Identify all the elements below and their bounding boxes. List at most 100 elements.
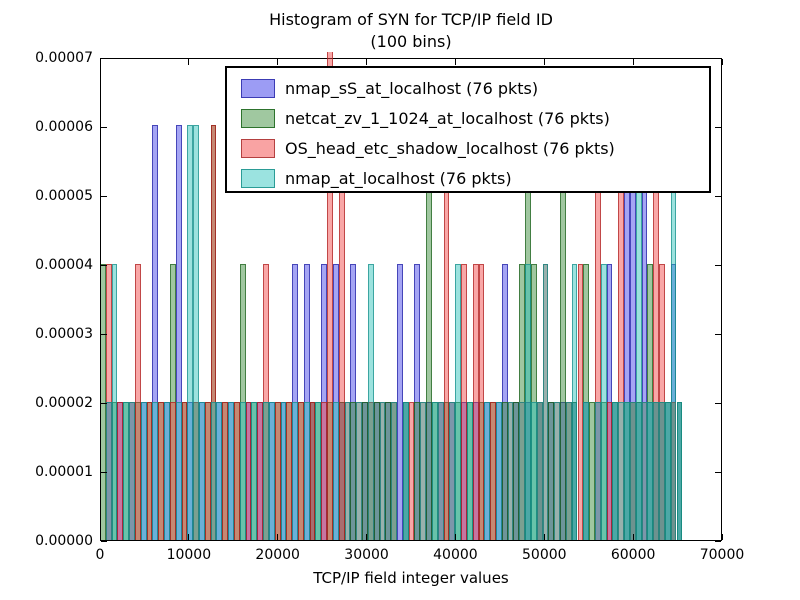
axis-tick (543, 59, 545, 65)
histogram-bar (466, 402, 473, 541)
histogram-bar (292, 402, 298, 541)
x-tick-label: 50000 (522, 547, 567, 563)
y-tick-label: 0.00002 (35, 395, 93, 411)
legend-label: nmap_at_localhost (76 pkts) (285, 168, 512, 188)
axis-tick (721, 59, 723, 65)
histogram-bar (251, 402, 258, 541)
axis-tick (715, 471, 721, 473)
histogram-bar (391, 402, 397, 541)
x-axis-spine (100, 540, 722, 541)
axis-tick (715, 57, 721, 59)
histogram-bar (332, 402, 339, 541)
histogram-bars-layer (100, 52, 722, 541)
histogram-bar (367, 263, 374, 541)
legend: nmap_sS_at_localhost (76 pkts) netcat_zv… (225, 66, 711, 193)
x-tick-label: 0 (95, 547, 105, 563)
y-tick-label: 0.00003 (35, 326, 93, 342)
histogram-bar (402, 402, 409, 541)
axis-tick (366, 534, 368, 540)
axis-tick (188, 59, 190, 65)
histogram-bar (571, 263, 578, 541)
histogram-bar (228, 402, 234, 541)
chart-title-line2: (100 bins) (370, 32, 452, 51)
right-spine (721, 58, 722, 541)
axis-tick (277, 534, 279, 540)
histogram-bar (164, 402, 170, 541)
y-tick-label: 0.00006 (35, 119, 93, 135)
histogram-bar (408, 402, 415, 541)
chart-title-line1: Histogram of SYN for TCP/IP field ID (269, 10, 553, 29)
histogram-bar (600, 263, 607, 541)
x-tick-label: 30000 (344, 547, 389, 563)
axis-tick (454, 534, 456, 540)
histogram-bar (583, 402, 590, 541)
y-axis-spine (100, 58, 101, 541)
histogram-bar (268, 402, 275, 541)
legend-row: nmap_at_localhost (76 pkts) (241, 163, 709, 193)
y-tick-label: 0.00000 (35, 533, 93, 549)
histogram-bar (420, 402, 427, 541)
x-tick-label: 20000 (255, 547, 300, 563)
axis-tick (101, 126, 107, 128)
histogram-bar (676, 402, 683, 541)
axis-tick (101, 402, 107, 404)
axis-tick (101, 57, 107, 59)
y-tick-label: 0.00004 (35, 257, 93, 273)
axis-tick (715, 195, 721, 197)
axis-tick (721, 534, 723, 540)
axis-tick (188, 534, 190, 540)
histogram-bar (175, 402, 182, 541)
legend-label: nmap_sS_at_localhost (76 pkts) (285, 78, 539, 98)
histogram-bar (152, 402, 159, 541)
axis-tick (101, 195, 107, 197)
histogram-bar (129, 402, 135, 541)
axis-tick (101, 333, 107, 335)
y-tick-label: 0.00007 (35, 50, 93, 66)
legend-swatch-red (241, 138, 275, 158)
axis-tick (715, 402, 721, 404)
histogram-bar (379, 402, 386, 541)
histogram-bar (239, 402, 246, 541)
histogram-bar (356, 402, 363, 541)
axis-tick (543, 534, 545, 540)
legend-label: OS_head_etc_shadow_localhost (76 pkts) (285, 138, 615, 158)
axis-tick (101, 264, 107, 266)
legend-swatch-green (241, 108, 275, 128)
histogram-bar (140, 402, 147, 541)
y-tick-label: 0.00005 (35, 188, 93, 204)
histogram-bar (554, 402, 561, 541)
axis-tick (277, 59, 279, 65)
legend-swatch-cyan (241, 168, 275, 188)
histogram-bar (303, 402, 310, 541)
x-tick-label: 10000 (166, 547, 212, 563)
axis-tick (454, 59, 456, 65)
axis-tick (632, 534, 634, 540)
axis-tick (715, 540, 721, 542)
axis-tick (366, 59, 368, 65)
legend-row: netcat_zv_1_1024_at_localhost (76 pkts) (241, 103, 709, 133)
x-tick-label: 40000 (433, 547, 478, 563)
legend-row: OS_head_etc_shadow_localhost (76 pkts) (241, 133, 709, 163)
histogram-bar (455, 263, 462, 541)
histogram-bar (216, 402, 223, 541)
x-axis-label: TCP/IP field integer values (313, 569, 509, 587)
axis-tick (99, 59, 101, 65)
axis-tick (715, 264, 721, 266)
axis-tick (99, 534, 101, 540)
legend-swatch-purple (241, 78, 275, 98)
histogram-bar (437, 402, 444, 541)
histogram-bar (111, 263, 118, 541)
histogram-bar (542, 263, 549, 541)
histogram-bar (344, 402, 351, 541)
histogram-bar (280, 402, 287, 541)
histogram-bar (315, 402, 322, 541)
histogram-bar (198, 402, 205, 541)
axis-tick (632, 59, 634, 65)
histogram-bar (507, 402, 514, 541)
histogram-bar (495, 402, 502, 541)
x-tick-label: 70000 (699, 547, 745, 563)
legend-row: nmap_sS_at_localhost (76 pkts) (241, 73, 709, 103)
axis-tick (715, 126, 721, 128)
axis-tick (715, 333, 721, 335)
